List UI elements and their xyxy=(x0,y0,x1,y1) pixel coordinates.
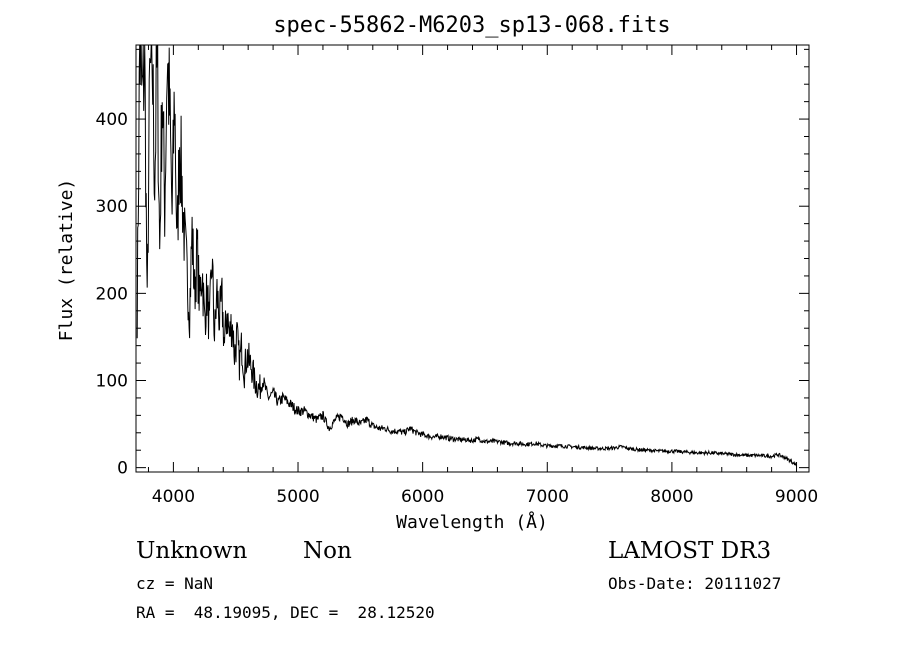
x-tick-label: 6000 xyxy=(401,487,444,507)
y-tick-label: 400 xyxy=(96,110,128,130)
x-tick-label: 8000 xyxy=(650,487,693,507)
y-axis-label: Flux (relative) xyxy=(56,179,77,342)
x-tick-label: 5000 xyxy=(276,487,319,507)
axis-ticks xyxy=(136,45,809,472)
series-line-flux xyxy=(136,44,797,467)
y-tick-label: 200 xyxy=(96,284,128,304)
x-axis-label: Wavelength (Å) xyxy=(396,511,548,533)
object-class: Unknown xyxy=(136,538,248,564)
y-tick-label: 100 xyxy=(96,372,128,392)
x-tick-label: 4000 xyxy=(152,487,195,507)
y-tick-label: 0 xyxy=(117,459,128,479)
survey-name: LAMOST DR3 xyxy=(608,538,772,564)
chart-title: spec-55862-M6203_sp13-068.fits xyxy=(273,13,670,38)
plot-frame xyxy=(135,44,810,473)
x-tick-label: 9000 xyxy=(775,487,818,507)
obs-date: Obs-Date: 20111027 xyxy=(608,574,782,593)
y-tick-label: 300 xyxy=(96,197,128,217)
coordinates: RA = 48.19095, DEC = 28.12520 xyxy=(136,603,435,622)
redshift-cz: cz = NaN xyxy=(136,574,214,593)
object-subclass: Non xyxy=(303,538,352,564)
x-tick-label: 7000 xyxy=(526,487,569,507)
tick-labels: 4000 5000 6000 7000 8000 9000 0 100 200 300 400 xyxy=(96,110,819,507)
